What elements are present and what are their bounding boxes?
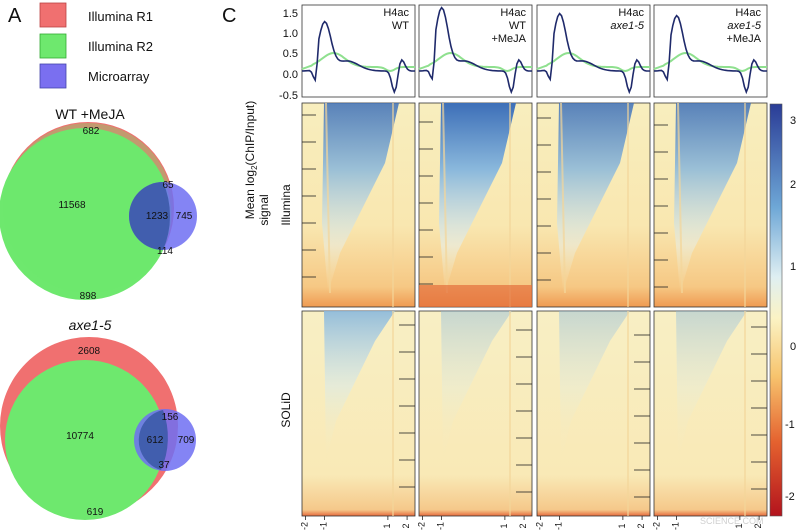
legend-label-microarray: Microarray — [88, 69, 150, 84]
venn-legend: Illumina R1 Illumina R2 Microarray — [39, 2, 153, 89]
column-title-line2: WT — [392, 20, 409, 32]
x-tick-label: 1 — [382, 523, 392, 528]
venn2-r2-micro: 37 — [158, 460, 170, 471]
legend-swatch-microarray — [39, 63, 67, 89]
x-tick-label: -1 — [319, 522, 329, 530]
venn2-r1-only: 2608 — [78, 346, 101, 357]
profile-box — [653, 4, 768, 98]
venn1-r2-only: 898 — [80, 291, 97, 302]
svg-text:Mean log2(ChIP/Input): Mean log2(ChIP/Input) — [243, 101, 259, 220]
heatmap-solid-signal — [324, 311, 395, 461]
heatmap-solid-signal — [441, 311, 512, 461]
venn1-r1-r2: 11568 — [58, 200, 86, 211]
venn1-r1-micro: 65 — [162, 180, 174, 191]
venn2-r2-only: 619 — [87, 507, 104, 518]
cbar-tick-0: 0 — [790, 341, 796, 353]
column-title-line2: axe1-5 — [610, 20, 645, 32]
venn1-all-three: 1233 — [146, 211, 169, 222]
venn1-r1-only: 682 — [83, 126, 100, 137]
column-title-line3: +MeJA — [726, 33, 761, 45]
x-tick-label: 1 — [617, 523, 627, 528]
cbar-tick-3: 3 — [790, 115, 796, 127]
x-tick-label: 2 — [401, 523, 411, 528]
heatmap-solid-signal — [676, 311, 747, 461]
cbar-tick-neg1: -1 — [785, 419, 795, 431]
panel-c-label: C — [222, 5, 236, 27]
row-label-solid: SOLiD — [279, 392, 293, 428]
profile-line-illumina — [536, 12, 650, 95]
venn-wt-mejae: WT +MeJA 682 11568 65 1233 745 114 898 — [0, 106, 197, 302]
profile-line-illumina — [418, 6, 532, 95]
ytick-1-0: 1.0 — [283, 28, 298, 40]
ytick-0-5: 0.5 — [283, 48, 298, 60]
ytick-0-0: 0.0 — [283, 69, 298, 81]
venn2-micro-only: 709 — [178, 435, 195, 446]
column-title-line2: WT — [509, 20, 526, 32]
svg-text:signal: signal — [257, 194, 271, 225]
profile-box — [301, 4, 416, 98]
column-title-line1: H4ac — [383, 7, 409, 19]
cbar-tick-1: 1 — [790, 261, 796, 273]
x-tick-label: 1 — [734, 523, 744, 528]
profile-line-illumina — [653, 14, 767, 95]
x-tick-label: 2 — [753, 523, 763, 528]
heatmap-illumina-signal — [439, 103, 516, 293]
x-tick-label: 2 — [518, 523, 528, 528]
venn2-all-three: 612 — [147, 435, 164, 446]
venn1-title: WT +MeJA — [55, 106, 125, 122]
colorbar-gradient — [769, 103, 783, 517]
column-title-line1: H4ac — [500, 7, 526, 19]
cbar-tick-neg2: -2 — [785, 491, 795, 503]
legend-label-illumina-r2: Illumina R2 — [88, 39, 153, 54]
watermark: SCIENCE.COM — [700, 516, 764, 526]
profile-y-ticks: 1.5 1.0 0.5 0.0 -0.5 — [279, 8, 298, 102]
row-label-illumina: Illumina — [279, 184, 293, 226]
legend-swatch-illumina-r2 — [39, 33, 67, 59]
heatmap-illumina-signal — [674, 103, 751, 293]
column-title-line3: +MeJA — [491, 33, 526, 45]
heatmap-solid-signal — [559, 311, 630, 461]
column-title-line1: H4ac — [618, 7, 644, 19]
panel-a-label: A — [8, 5, 22, 27]
venn2-title: axe1-5 — [69, 317, 112, 333]
ytick-neg-0-5: -0.5 — [279, 90, 298, 102]
x-tick-label: -2 — [651, 522, 661, 530]
column-title-line1: H4ac — [735, 7, 761, 19]
venn1-circle-r2 — [0, 128, 171, 300]
heatmap-illumina-signal — [557, 103, 634, 293]
x-tick-label: 1 — [499, 523, 509, 528]
x-tick-label: -1 — [554, 522, 564, 530]
legend-swatch-illumina-r1 — [39, 2, 67, 28]
colorbar: 3 2 1 0 -1 -2 — [769, 103, 796, 517]
x-tick-label: 2 — [636, 523, 646, 528]
venn2-circle-r2 — [5, 360, 165, 520]
heatmap-illumina-signal — [322, 103, 399, 293]
profile-box — [536, 4, 651, 98]
venn2-r1-r2: 10774 — [66, 431, 94, 442]
column-title-line2: axe1-5 — [727, 20, 762, 32]
venn2-r1-micro: 156 — [162, 412, 179, 423]
profile-y-axis-title: Mean log2(ChIP/Input) signal — [243, 101, 271, 226]
x-tick-label: -2 — [299, 522, 309, 530]
legend-label-illumina-r1: Illumina R1 — [88, 9, 153, 24]
venn1-r2-micro: 114 — [157, 246, 173, 257]
profile-line-illumina — [301, 20, 415, 95]
venn1-micro-only: 745 — [176, 211, 193, 222]
x-tick-label: -2 — [416, 522, 426, 530]
ytick-1-5: 1.5 — [283, 8, 298, 20]
venn-axe1-5: axe1-5 2608 10774 156 612 709 37 619 — [0, 317, 196, 520]
x-tick-label: -1 — [671, 522, 681, 530]
x-tick-label: -2 — [534, 522, 544, 530]
cbar-tick-2: 2 — [790, 179, 796, 191]
x-tick-label: -1 — [436, 522, 446, 530]
